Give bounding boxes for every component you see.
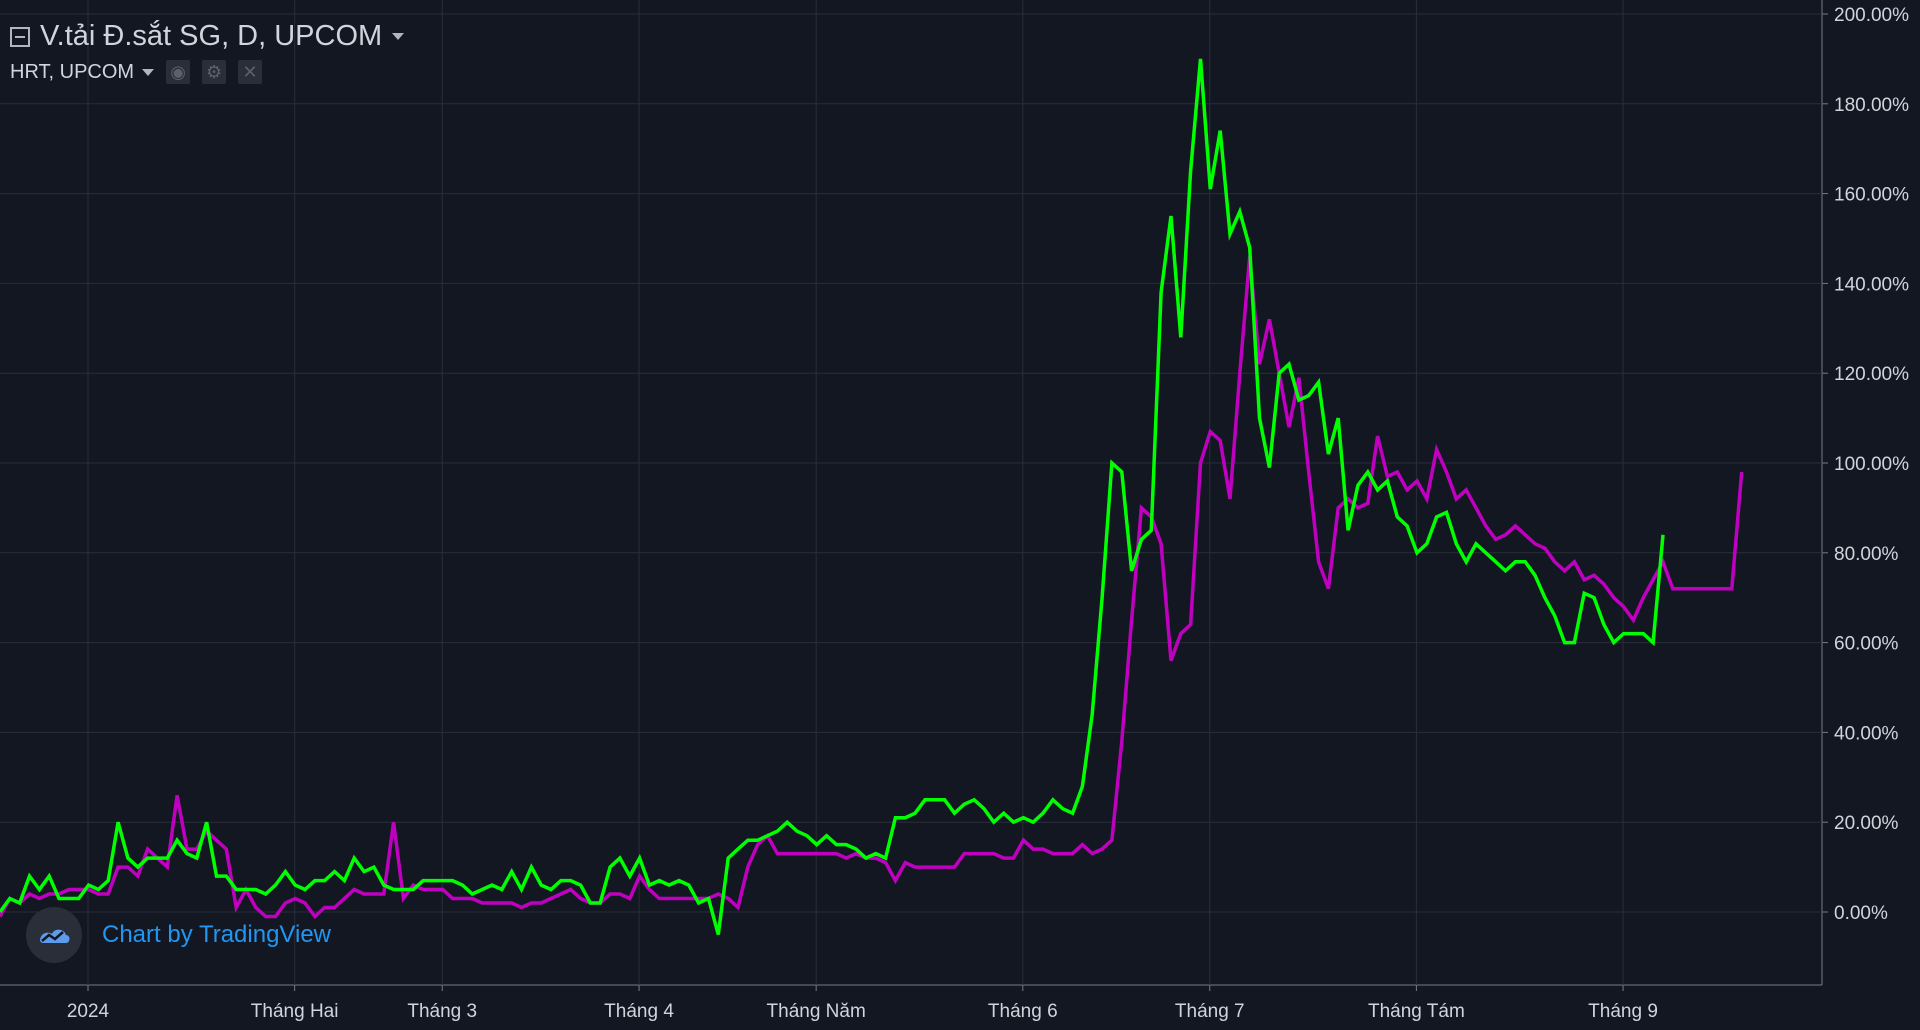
x-tick-label: Tháng 4 <box>604 1001 674 1022</box>
watermark-text: Chart by TradingView <box>102 921 332 948</box>
tradingview-logo-icon <box>26 907 82 963</box>
eye-icon[interactable]: ◉ <box>166 60 191 84</box>
x-tick-label: Tháng Tám <box>1368 1001 1465 1022</box>
collapse-icon[interactable] <box>10 26 30 47</box>
tradingview-watermark[interactable]: Chart by TradingView <box>26 907 331 963</box>
y-tick-label: 20.00% <box>1834 813 1899 834</box>
y-tick-label: 160.00% <box>1834 185 1909 206</box>
y-tick-label: 140.00% <box>1834 274 1909 295</box>
y-tick-label: 60.00% <box>1834 634 1899 655</box>
y-tick-label: 120.00% <box>1834 364 1909 385</box>
gear-icon[interactable]: ⚙ <box>202 60 227 84</box>
close-icon[interactable]: ✕ <box>238 60 263 84</box>
y-tick-label: 80.00% <box>1834 544 1899 565</box>
x-tick-label: Tháng 6 <box>988 1001 1058 1022</box>
series-legend: HRT, UPCOM ◉ ⚙ ✕ <box>10 60 263 84</box>
x-tick-label: Tháng Hai <box>251 1001 339 1022</box>
main-title-text: V.tải Đ.sắt SG, D, UPCOM <box>40 20 383 52</box>
x-tick-label: Tháng 3 <box>407 1001 477 1022</box>
caret-down-icon <box>392 33 405 40</box>
chart-header: V.tải Đ.sắt SG, D, UPCOM <box>10 20 405 53</box>
series-line-main <box>0 58 1665 935</box>
x-tick-label: 2024 <box>67 1001 110 1022</box>
y-tick-label: 100.00% <box>1834 454 1909 475</box>
y-tick-label: 200.00% <box>1834 5 1909 26</box>
main-title[interactable]: V.tải Đ.sắt SG, D, UPCOM <box>40 20 405 53</box>
x-tick-label: Tháng 9 <box>1588 1001 1658 1022</box>
y-tick-label: 40.00% <box>1834 723 1899 744</box>
series-line-compare <box>0 256 1744 920</box>
y-tick-label: 0.00% <box>1834 903 1888 924</box>
caret-down-icon[interactable] <box>142 68 155 76</box>
y-tick-label: 180.00% <box>1834 95 1909 116</box>
x-tick-label: Tháng 7 <box>1175 1001 1245 1022</box>
x-tick-label: Tháng Năm <box>767 1001 866 1022</box>
series-label[interactable]: HRT, UPCOM <box>10 60 135 83</box>
